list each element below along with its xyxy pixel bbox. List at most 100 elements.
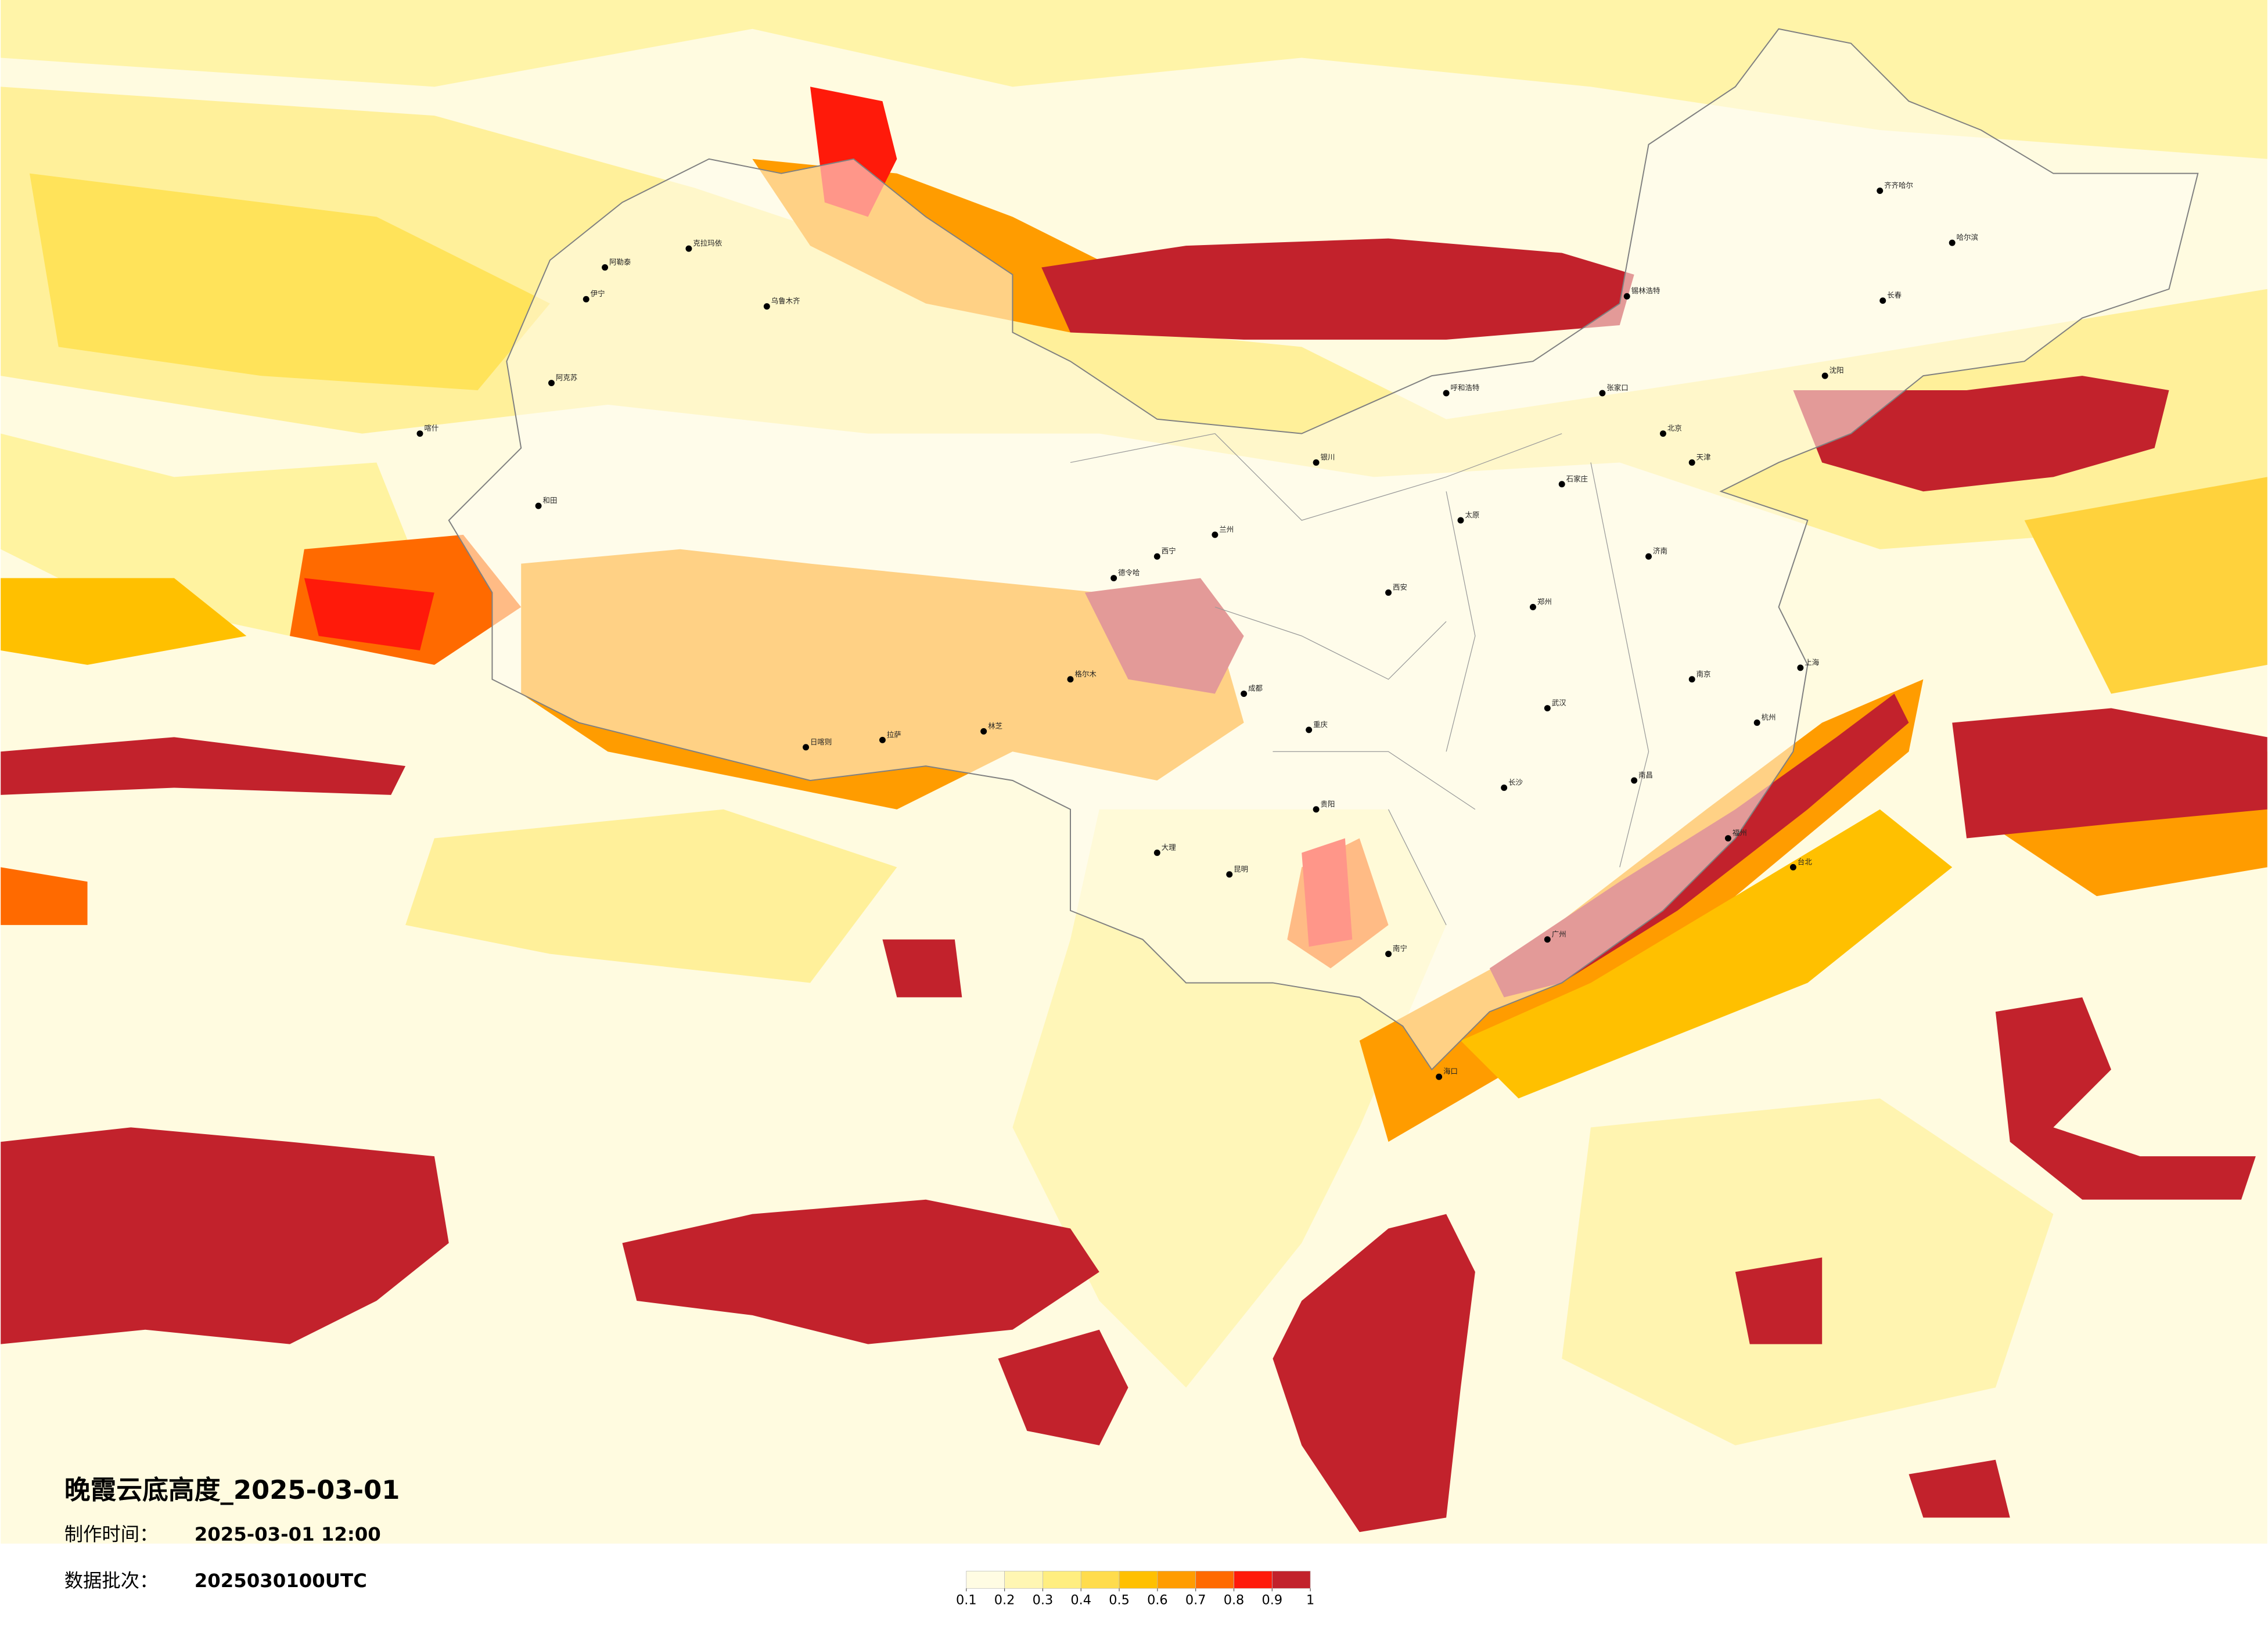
map-title: 晚霞云底高度_2025-03-01 — [64, 1474, 400, 1505]
city-dot — [1313, 459, 1320, 466]
city-dot — [1688, 459, 1695, 466]
legend-swatch — [966, 1571, 1005, 1589]
city-label: 西安 — [1393, 582, 1407, 591]
city-dot — [1067, 676, 1074, 683]
city-dot — [1753, 719, 1760, 726]
city-dot — [1599, 390, 1606, 397]
city-dot — [583, 296, 590, 303]
legend-swatch — [1080, 1571, 1120, 1589]
city-dot — [1949, 239, 1956, 246]
city-label: 齐齐哈尔 — [1884, 181, 1913, 190]
legend-tick-label: 0.5 — [1109, 1593, 1130, 1608]
city-label: 太原 — [1465, 510, 1479, 519]
city-dot — [1110, 575, 1117, 582]
city-label: 格尔木 — [1074, 670, 1097, 678]
city-dot — [602, 264, 609, 271]
production-time-label: 制作时间： — [64, 1523, 159, 1545]
city-dot — [1436, 1073, 1443, 1080]
city-dot — [879, 736, 886, 743]
city-dot — [1544, 936, 1551, 943]
city-dot — [1313, 806, 1320, 813]
legend-swatch — [1234, 1571, 1273, 1589]
city-label: 石家庄 — [1566, 474, 1588, 483]
city-dot — [1153, 849, 1160, 856]
city-dot — [1797, 664, 1804, 671]
city-label: 阿克苏 — [556, 373, 577, 382]
city-dot — [1306, 726, 1313, 733]
city-dot — [1385, 589, 1392, 596]
city-label: 和田 — [543, 496, 558, 505]
city-dot — [1501, 784, 1508, 791]
city-label: 哈尔滨 — [1957, 233, 1978, 242]
city-label: 林芝 — [988, 721, 1002, 730]
city-dot — [1457, 517, 1464, 524]
legend-tick-label: 0.7 — [1185, 1593, 1206, 1608]
city-dot — [1623, 293, 1630, 300]
city-dot — [1724, 835, 1731, 842]
city-label: 天津 — [1696, 452, 1711, 461]
province-borders — [1070, 433, 1649, 926]
city-label: 海口 — [1443, 1067, 1458, 1075]
city-dot — [416, 430, 423, 437]
city-dot — [980, 728, 987, 735]
city-label: 张家口 — [1606, 383, 1628, 392]
city-label: 锡林浩特 — [1631, 286, 1660, 295]
data-batch-value: 2025030100UTC — [195, 1570, 367, 1592]
city-label: 大理 — [1162, 843, 1176, 851]
city-label: 广州 — [1552, 930, 1566, 938]
city-label: 伊宁 — [591, 289, 605, 298]
city-label: 长春 — [1887, 291, 1902, 300]
legend-tick-label: 0.3 — [1033, 1593, 1054, 1608]
city-dot — [1385, 951, 1392, 958]
legend-swatch — [1157, 1571, 1196, 1589]
city-dot — [1241, 690, 1248, 697]
city-label: 南昌 — [1638, 771, 1653, 779]
city-dot — [1558, 481, 1565, 488]
city-dot — [1226, 871, 1233, 878]
legend-tick-label: 0.9 — [1262, 1593, 1283, 1608]
legend-tick-label: 0.1 — [956, 1593, 977, 1608]
city-label: 福州 — [1733, 829, 1747, 837]
legend-swatch — [1271, 1571, 1311, 1589]
city-label: 拉萨 — [887, 730, 901, 739]
legend-swatch — [1043, 1571, 1081, 1589]
city-label: 日喀则 — [810, 738, 832, 746]
city-dot — [1153, 553, 1160, 560]
city-label: 上海 — [1805, 658, 1819, 667]
city-label: 贵阳 — [1321, 800, 1335, 808]
city-label: 南京 — [1696, 670, 1711, 678]
legend-tick-label: 1 — [1306, 1593, 1314, 1608]
city-label: 郑州 — [1537, 597, 1552, 606]
city-dot — [1645, 553, 1652, 560]
city-label: 昆明 — [1234, 865, 1248, 873]
city-label: 兰州 — [1219, 525, 1234, 534]
city-label: 克拉玛依 — [693, 239, 722, 247]
city-dot — [1631, 777, 1638, 784]
city-dot — [1659, 430, 1666, 437]
city-dot — [548, 380, 555, 387]
city-label: 济南 — [1653, 546, 1667, 555]
city-label: 台北 — [1798, 857, 1812, 866]
city-dot — [1529, 603, 1536, 610]
legend-swatch — [1119, 1571, 1158, 1589]
city-label: 银川 — [1321, 452, 1335, 461]
city-label: 西宁 — [1162, 546, 1176, 555]
city-label: 沈阳 — [1830, 366, 1844, 375]
city-dot — [763, 303, 770, 310]
city-label: 呼和浩特 — [1451, 383, 1480, 392]
city-label: 杭州 — [1762, 713, 1776, 721]
legend-tick-label: 0.4 — [1070, 1593, 1091, 1608]
city-dot — [1212, 531, 1219, 538]
city-dot — [1789, 864, 1796, 870]
city-dot — [1544, 705, 1551, 712]
city-dot — [1821, 372, 1828, 379]
country-border — [448, 28, 2199, 1071]
city-dot — [803, 744, 809, 751]
city-label: 长沙 — [1508, 778, 1523, 786]
city-dot — [1877, 188, 1884, 195]
city-dot — [1688, 676, 1695, 683]
legend: 0.1 0.2 0.3 0.4 0.5 0.6 0.7 0.8 0.9 1 — [956, 1571, 1314, 1608]
production-time-value: 2025-03-01 12:00 — [195, 1523, 381, 1545]
